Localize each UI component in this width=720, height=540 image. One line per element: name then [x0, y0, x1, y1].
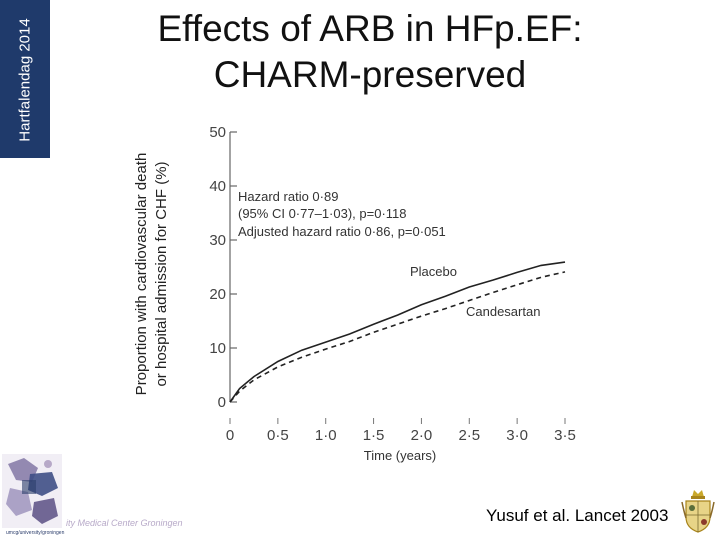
legend-candesartan: Candesartan: [466, 304, 540, 319]
annotation-line-1: Hazard ratio 0·89: [238, 189, 338, 204]
series-line-placebo: [229, 261, 566, 403]
title-line-2: CHARM-preserved: [213, 54, 527, 95]
annotation-line-2: (95% CI 0·77–1·03), p=0·118: [238, 206, 407, 221]
x-axis-label: Time (years): [364, 448, 436, 463]
y-tick-label-50: 50: [209, 124, 226, 141]
km-chart: Proportion with cardiovascular death or …: [133, 124, 576, 463]
sidebar-label: Hartfalendag 2014: [16, 18, 34, 142]
x-tick-label-2: 1·0: [315, 427, 337, 444]
university-text: ity Medical Center Groningen: [66, 518, 183, 528]
y-tick-label-0: 0: [218, 394, 226, 411]
y-tick-label-40: 40: [209, 178, 226, 195]
sidebar-band: [0, 0, 50, 158]
y-axis-label: Proportion with cardiovascular death or …: [133, 153, 170, 396]
umcg-logo: [2, 454, 62, 528]
x-tick-label-5: 2·5: [458, 427, 480, 444]
crest-icon: [681, 490, 715, 533]
x-tick-label-3: 1·5: [363, 427, 385, 444]
series-lines: [229, 261, 566, 403]
y-ticks: 0 10 20 30 40 50: [209, 124, 237, 411]
y-tick-label-10: 10: [209, 340, 226, 357]
slide-title: Effects of ARB in HFp.EF: CHARM-preserve…: [110, 6, 630, 98]
citation: Yusuf et al. Lancet 2003: [486, 506, 669, 525]
y-tick-label-20: 20: [209, 286, 226, 303]
y-label-line-2: or hospital admission for CHF (%): [153, 161, 170, 386]
title-line-1: Effects of ARB in HFp.EF:: [157, 8, 583, 49]
annotation-line-3: Adjusted hazard ratio 0·86, p=0·051: [238, 224, 446, 239]
series-line-candesartan: [229, 271, 566, 403]
legend-placebo: Placebo: [410, 264, 457, 279]
x-tick-label-0: 0: [226, 427, 234, 444]
x-tick-label-1: 0·5: [267, 427, 289, 444]
y-tick-label-30: 30: [209, 232, 226, 249]
x-ticks: 0 0·5 1·0 1·5 2·0 2·5 3·0 3·5: [226, 418, 576, 444]
umcg-text: umcg/university/groningen: [6, 530, 65, 536]
x-tick-label-4: 2·0: [411, 427, 433, 444]
hazard-annotation: Hazard ratio 0·89 (95% CI 0·77–1·03), p=…: [238, 189, 446, 239]
x-tick-label-6: 3·0: [506, 427, 528, 444]
x-tick-label-7: 3·5: [554, 427, 576, 444]
y-label-line-1: Proportion with cardiovascular death: [133, 153, 150, 396]
